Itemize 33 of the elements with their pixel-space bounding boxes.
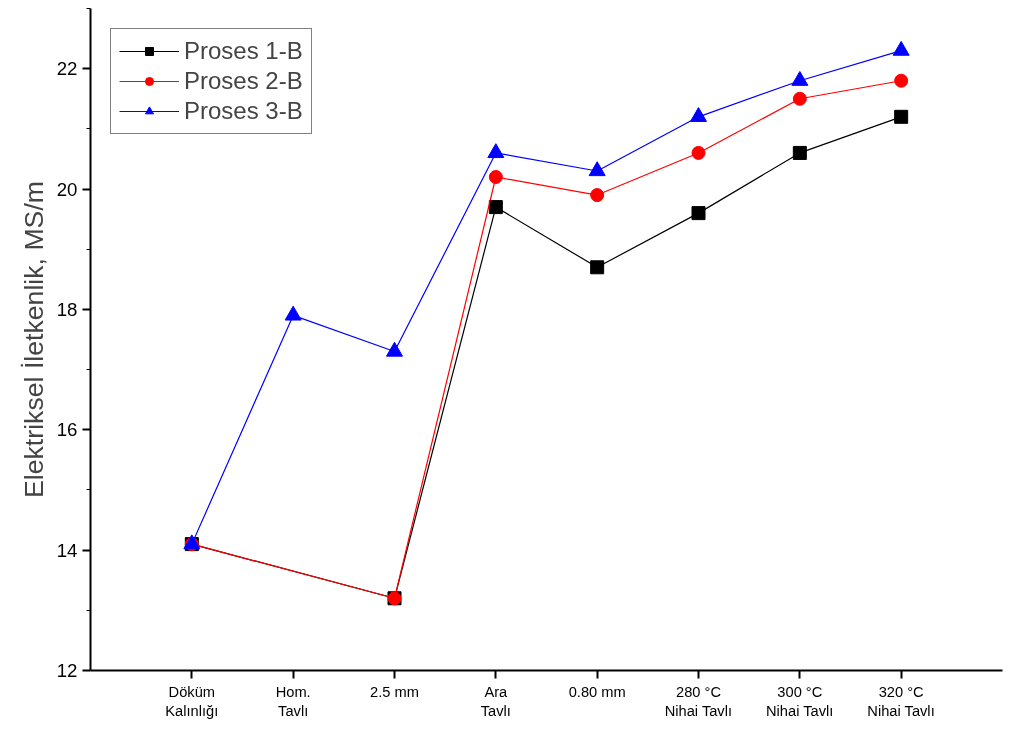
y-tick-label: 18 <box>56 298 78 320</box>
point <box>791 70 809 86</box>
x-tick-label: 2.5 mm <box>370 683 419 700</box>
x-tick-label: 280 °C Nihai Tavlı <box>664 683 733 719</box>
y-tick-label: 22 <box>56 58 78 80</box>
y-axis-title: Elektriksel İletkenlik, MS/m <box>18 180 49 498</box>
x-tick-label: 320 °C Nihai Tavlı <box>867 683 935 719</box>
x-tick-label: Hom. Tavlı <box>275 683 311 719</box>
x-tick-label: 0.80 mm <box>568 683 626 700</box>
point <box>590 260 605 275</box>
y-tick-label: 16 <box>56 419 78 441</box>
x-tick-label: Ara Tavlı <box>480 683 511 719</box>
y-tick-label: 20 <box>56 178 78 200</box>
legend-label: Proses 1-B <box>184 37 303 65</box>
y-tick-label: 12 <box>56 660 78 681</box>
point <box>894 109 909 124</box>
point <box>691 206 706 221</box>
point <box>487 143 505 159</box>
point <box>892 40 910 56</box>
legend-label: Proses 2-B <box>184 67 303 95</box>
point <box>792 145 807 160</box>
point <box>488 170 503 184</box>
x-tick-label: Döküm Kalınlığı <box>165 683 219 719</box>
y-tick-label: 14 <box>56 539 78 561</box>
point <box>690 107 707 122</box>
x-tick-label: 300 °C Nihai Tavlı <box>766 683 834 719</box>
point <box>488 200 503 215</box>
point <box>590 188 605 203</box>
point <box>691 145 706 160</box>
point <box>588 161 606 177</box>
point <box>792 91 807 106</box>
legend-label: Proses 3-B <box>184 97 303 125</box>
point <box>894 73 909 88</box>
